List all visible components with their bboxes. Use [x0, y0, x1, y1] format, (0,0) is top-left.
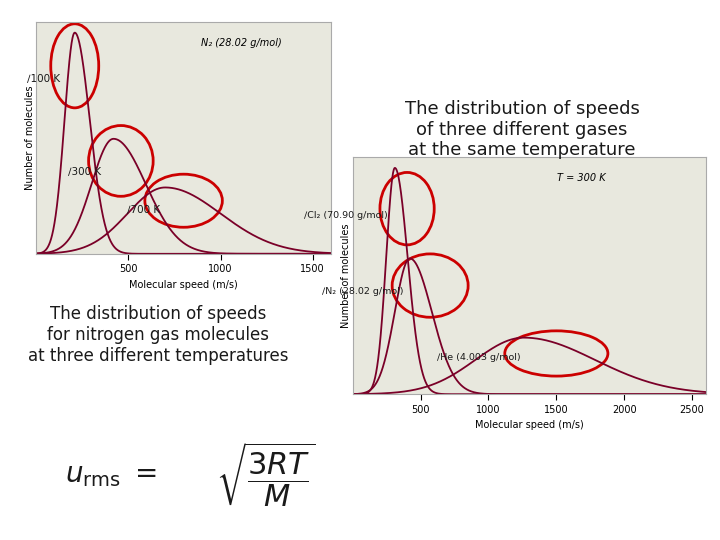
Text: ∕300 K: ∕300 K	[68, 166, 102, 177]
Text: ∕100 K: ∕100 K	[27, 73, 60, 84]
X-axis label: Molecular speed (m/s): Molecular speed (m/s)	[129, 280, 238, 290]
X-axis label: Molecular speed (m/s): Molecular speed (m/s)	[474, 420, 584, 430]
Text: ∕Cl₂ (70.90 g/mol): ∕Cl₂ (70.90 g/mol)	[305, 211, 388, 220]
Text: $\sqrt{\dfrac{3RT}{M}}$: $\sqrt{\dfrac{3RT}{M}}$	[216, 441, 315, 509]
Text: T = 300 K: T = 300 K	[557, 173, 606, 183]
Text: ∕He (4.003 g/mol): ∕He (4.003 g/mol)	[436, 354, 521, 362]
Text: ∕700 K: ∕700 K	[127, 204, 161, 214]
Text: ∕N₂ (28.02 g/mol): ∕N₂ (28.02 g/mol)	[322, 287, 403, 296]
Text: N₂ (28.02 g/mol): N₂ (28.02 g/mol)	[202, 38, 282, 48]
Text: The distribution of speeds
for nitrogen gas molecules
at three different tempera: The distribution of speeds for nitrogen …	[28, 305, 289, 364]
Y-axis label: Number of molecules: Number of molecules	[341, 223, 351, 328]
Text: The distribution of speeds
of three different gases
at the same temperature: The distribution of speeds of three diff…	[405, 100, 639, 159]
Y-axis label: Number of molecules: Number of molecules	[24, 85, 35, 190]
Text: $\mathit{u}_\mathrm{rms}$$\ =\ $: $\mathit{u}_\mathrm{rms}$$\ =\ $	[65, 461, 157, 489]
